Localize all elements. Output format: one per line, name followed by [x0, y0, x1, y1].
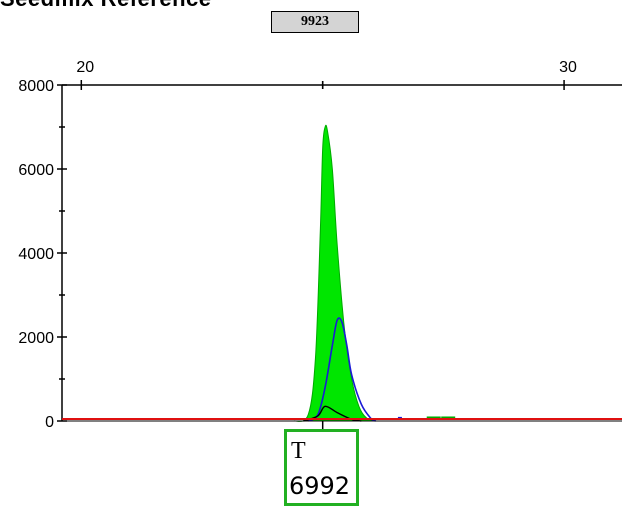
y-tick-label: 6000 — [18, 162, 54, 179]
base-call-value: 6992 — [289, 472, 351, 500]
panel-title: Seedmix Reference — [0, 0, 212, 12]
y-tick-label: 0 — [45, 414, 54, 431]
base-call-box[interactable]: T 6992 — [284, 429, 359, 506]
noise-blip — [426, 416, 441, 420]
blue-trace-line — [307, 317, 377, 422]
x-tick-label: 30 — [559, 59, 577, 76]
x-tick-label: 20 — [76, 59, 94, 76]
trace-series — [293, 124, 456, 422]
y-tick-label: 4000 — [18, 246, 54, 263]
marker-value-box[interactable]: 9923 — [271, 11, 359, 33]
noise-blip — [441, 416, 456, 420]
y-tick-label: 2000 — [18, 330, 54, 347]
y-tick-label: 8000 — [18, 78, 54, 95]
green-peak-area — [293, 124, 376, 422]
chart-axes: 0 2000 4000 6000 8000 20 30 — [18, 59, 622, 431]
baseline-layer — [62, 418, 622, 422]
base-call-letter: T — [291, 438, 306, 464]
